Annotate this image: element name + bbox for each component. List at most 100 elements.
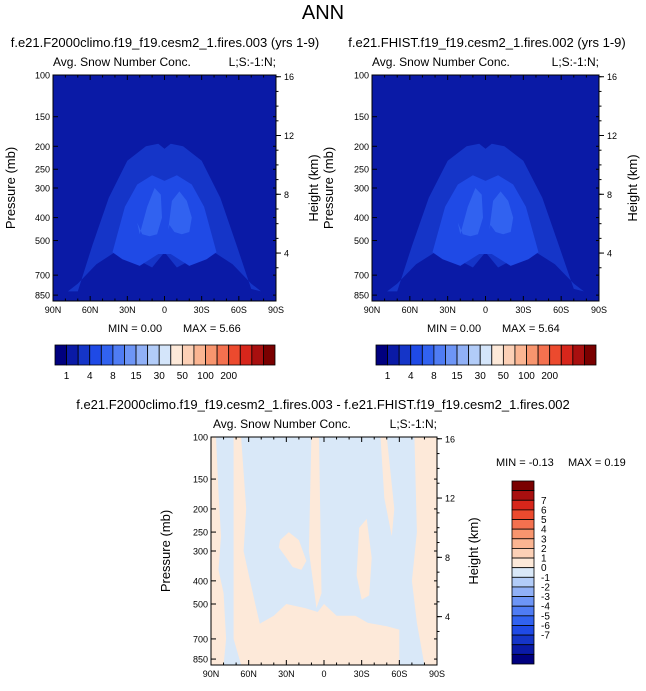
height-tick-label: 4 (607, 249, 612, 259)
colorbar: 1 4 8 15 30 50 100 200 (375, 344, 597, 382)
colorbar-swatch (170, 344, 183, 366)
colorbar-swatch (511, 548, 535, 559)
colorbar-swatch (263, 344, 276, 366)
colorbar-swatch (511, 605, 535, 617)
colorbar-swatch (89, 344, 102, 366)
colorbar-swatch (511, 567, 535, 578)
colorbar-label: 100 (518, 371, 535, 382)
lat-tick-label: 60S (553, 305, 569, 315)
colorbar-label: -2 (541, 582, 550, 593)
colorbar-swatch (193, 344, 206, 366)
contour-region-core-right (168, 191, 192, 235)
pressure-tick-label: 150 (354, 112, 369, 122)
max-label: MAX = 0.19 (568, 457, 626, 469)
variable-label: Avg. Snow Number Conc. (213, 417, 351, 431)
contour-region-pos-north-band (233, 437, 262, 665)
pressure-tick-label: 150 (193, 475, 208, 485)
colorbar-swatch (387, 344, 400, 366)
colorbar-label: 1 (64, 371, 70, 382)
pressure-tick-label: 100 (193, 433, 208, 443)
lat-tick-label: 0 (483, 305, 488, 315)
pressure-tick-label: 300 (354, 184, 369, 194)
colorbar-label: -1 (541, 573, 550, 584)
height-tick-label: 12 (445, 494, 455, 504)
pressure-tick-label: 400 (354, 213, 369, 223)
lat-tick-label: 0 (162, 305, 167, 315)
pressure-tick-label: 850 (193, 655, 208, 665)
lat-tick-label: 90N (364, 305, 381, 315)
pressure-tick-label: 700 (193, 634, 208, 644)
colorbar-swatch (511, 519, 535, 530)
colorbar-label: 200 (541, 371, 558, 382)
y2-axis-label: Height (km) (466, 517, 481, 584)
pressure-tick-label: 300 (193, 547, 208, 557)
contour-region-pos-equator-strip (308, 437, 322, 609)
colorbar-swatch (511, 653, 535, 665)
colorbar-label: 200 (220, 371, 237, 382)
axes: 100 150 200 250 300 400 500 700 850 16 12 8 4 90N 60N 3… (354, 71, 617, 316)
panel-title: f.e21.F2000climo.f19_f19.cesm2_1.fires.0… (76, 397, 570, 412)
colorbar-swatch (549, 344, 562, 366)
colorbar-label: 4 (541, 525, 547, 536)
colorbar-label: 2 (541, 544, 547, 555)
pressure-tick-label: 100 (35, 71, 50, 81)
colorbar-swatch (228, 344, 241, 366)
lat-tick-label: 0 (321, 669, 326, 679)
lat-tick-label: 60N (402, 305, 419, 315)
height-tick-label: 16 (284, 72, 294, 82)
colorbar-swatch (468, 344, 481, 366)
colorbar-swatch (135, 344, 149, 366)
lat-tick-label: 30S (354, 669, 370, 679)
axes: 100 150 200 250 300 400 500 700 850 16 12 8 4 90N 60N 3… (35, 71, 294, 316)
pressure-tick-label: 100 (354, 71, 369, 81)
panel-control: f.e21.F2000climo.f19_f19.cesm2_1.fires.0… (3, 35, 321, 382)
colorbar-swatch (511, 538, 535, 549)
colorbar-label: 5 (541, 515, 547, 526)
colorbar-swatch (181, 344, 195, 366)
pressure-tick-label: 850 (35, 291, 50, 301)
pressure-tick-label: 500 (35, 236, 50, 246)
colorbar-label: 100 (197, 371, 214, 382)
colorbar-label: 1 (385, 371, 391, 382)
lat-tick-label: 90N (203, 669, 220, 679)
colorbar-swatch (511, 490, 535, 501)
colorbar-swatch (479, 344, 493, 366)
height-tick-label: 16 (607, 72, 617, 82)
contour-field (372, 75, 599, 301)
height-tick-label: 8 (284, 190, 289, 200)
colorbar-label: -5 (541, 611, 550, 622)
contour-region-pos-lowlevel-south (246, 604, 400, 665)
contour-region-pos-right-edge (411, 437, 437, 665)
region-tag: L;S:-1:N; (229, 55, 276, 69)
lat-tick-label: 90S (268, 305, 284, 315)
colorbar-swatch (124, 344, 137, 366)
pressure-tick-label: 200 (35, 142, 50, 152)
lat-tick-label: 30S (515, 305, 531, 315)
contour-region-pos-south-high (380, 437, 395, 537)
contour-region-pos-south-streak (356, 518, 372, 600)
colorbar-swatch (511, 596, 535, 607)
colorbar-swatch (54, 344, 67, 366)
pressure-tick-label: 200 (193, 504, 208, 514)
colorbar-label: 15 (451, 371, 463, 382)
colorbar-label: -6 (541, 621, 550, 632)
lat-tick-label: 90S (591, 305, 607, 315)
panel-difference: f.e21.F2000climo.f19_f19.cesm2_1.fires.0… (76, 397, 626, 679)
height-tick-label: 4 (284, 249, 289, 259)
colorbar-swatch (433, 344, 446, 366)
pressure-tick-label: 300 (35, 184, 50, 194)
colorbar-label: 8 (110, 371, 116, 382)
pressure-tick-label: 400 (35, 213, 50, 223)
y2-axis-label: Height (km) (625, 154, 640, 221)
contour-region-dome-inner (112, 175, 217, 266)
colorbar-swatch (584, 344, 597, 366)
colorbar-swatch (77, 344, 91, 366)
max-label: MAX = 5.66 (183, 323, 241, 335)
panel-title: f.e21.F2000climo.f19_f19.cesm2_1.fires.0… (11, 35, 320, 50)
contour-region-core-left (457, 188, 483, 237)
pressure-tick-label: 700 (35, 271, 50, 281)
contour-region-pos-left-edge (211, 437, 227, 665)
colorbar-label: 30 (154, 371, 166, 382)
colorbar-label: -4 (541, 602, 550, 613)
